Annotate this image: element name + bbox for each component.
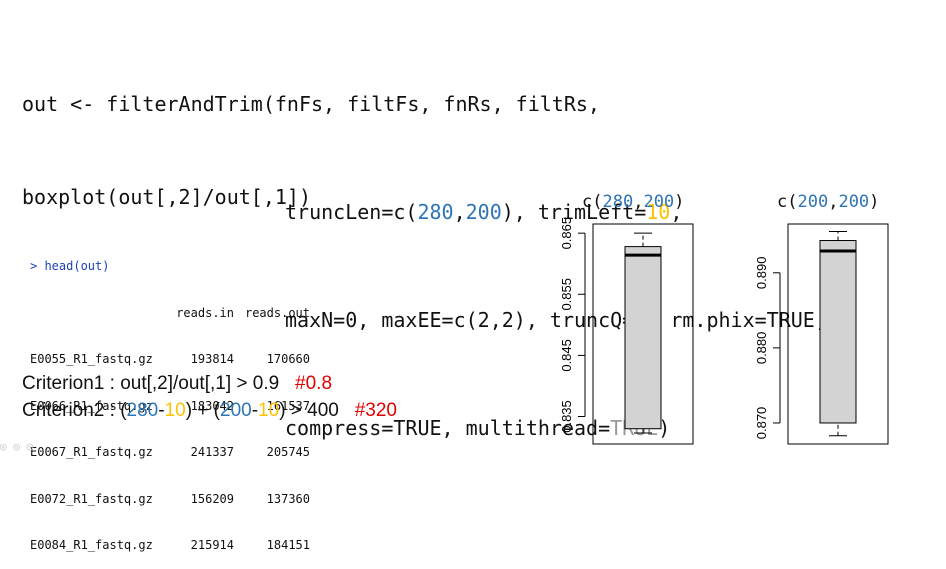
- code-line-1: out <- filterAndTrim(fnFs, filtFs, fnRs,…: [22, 86, 827, 122]
- title-value: 280: [602, 192, 634, 212]
- code-line-4: compress=TRUE, multithread=TRUE): [22, 410, 827, 446]
- y-tick-label: 0.855: [559, 278, 574, 311]
- reads-out-cell: 184151: [266, 538, 310, 552]
- sample-name: E0055_R1_fastq.gz: [30, 352, 153, 366]
- table-row: E0072_R1_fastq.gz 156209 137360: [30, 492, 310, 508]
- title-text: ): [869, 192, 880, 212]
- criterion-1-text: Criterion1 : out[,2]/out[,1] > 0.9: [22, 373, 280, 394]
- criterion-1-note: #0.8: [295, 373, 333, 394]
- reads-in-cell: 156209: [190, 491, 234, 506]
- y-tick-label: 0.870: [754, 407, 769, 440]
- console-prompt: > head(out): [30, 259, 110, 273]
- trunc-len-reverse: 200: [465, 200, 502, 224]
- boxplot-chart-200-200: 0.870 0.880 0.890: [754, 223, 889, 445]
- console-output: > head(out) reads.in reads.out E0055_R1_…: [30, 228, 310, 569]
- reads-out-cell: 205745: [266, 445, 310, 459]
- table-row: E0055_R1_fastq.gz 193814 170660: [30, 352, 310, 368]
- plot-2-title: c(200,200): [777, 192, 879, 212]
- code-text: truncLen=c(: [285, 200, 418, 224]
- sample-name: E0072_R1_fastq.gz: [30, 491, 153, 506]
- criterion-2-value: 280: [126, 400, 159, 421]
- title-value: 200: [797, 192, 829, 212]
- sample-name: E0066_R1_fastq.gz: [30, 398, 153, 413]
- code-text: ,: [453, 200, 466, 224]
- title-text: c(: [582, 192, 603, 212]
- box-iqr: [819, 240, 857, 424]
- criterion-2-text: ) + (: [185, 400, 221, 421]
- criterion-2-text: -: [251, 400, 259, 421]
- title-value: 200: [643, 192, 675, 212]
- boxplot-command: boxplot(out[,2]/out[,1]): [22, 185, 311, 209]
- code-text: ,: [670, 200, 683, 224]
- trunc-len-forward: 280: [417, 200, 454, 224]
- filter-and-trim-code: out <- filterAndTrim(fnFs, filtFs, fnRs,…: [22, 14, 827, 482]
- y-tick-label: 0.890: [754, 257, 769, 290]
- code-text: maxN=0, maxEE=c(2,2), truncQ=: [285, 308, 635, 332]
- reads-in-cell: 193814: [190, 352, 234, 366]
- reads-in-cell: 215914: [190, 538, 234, 552]
- code-line-2: truncLen=c(280,200), trimLeft=10,: [22, 194, 827, 230]
- criterion-2-text: -: [158, 400, 165, 421]
- criterion-2: Criterion2 : (280-10) + (200-10) > 400 #…: [22, 400, 397, 422]
- table-row: E0066_R1_fastq.gz 183042 161537: [30, 399, 310, 415]
- criterion-2-note: #320: [354, 400, 397, 421]
- box-iqr: [624, 246, 662, 430]
- title-text: ): [674, 192, 685, 212]
- boxplot-chart-280-200: 0.835 0.845 0.855 0.865: [559, 217, 694, 445]
- reads-in-cell: 183042: [190, 398, 234, 413]
- reads-out-cell: 161537: [266, 398, 310, 413]
- sample-name: E0084_R1_fastq.gz: [30, 538, 153, 552]
- sample-name: E0067_R1_fastq.gz: [30, 445, 153, 459]
- header-cell: [30, 306, 166, 322]
- table-row: E0084_R1_fastq.gz 215914 184151: [30, 538, 310, 554]
- trim-left-value: 10: [646, 200, 671, 224]
- title-text: ,: [828, 192, 839, 212]
- y-tick-label: 0.845: [559, 339, 574, 372]
- criterion-2-text: Criterion2 : (: [22, 400, 127, 421]
- reads-out-cell: 137360: [266, 491, 310, 506]
- plot-frame: [592, 223, 694, 445]
- code-text: out <- filterAndTrim(fnFs, filtFs, fnRs,…: [22, 92, 600, 116]
- header-reads-in: reads.in: [176, 305, 234, 320]
- title-text: c(: [777, 192, 798, 212]
- criterion-1: Criterion1 : out[,2]/out[,1] > 0.9 #0.8: [22, 373, 332, 395]
- criterion-2-value: 10: [164, 400, 186, 421]
- console-header-row: reads.in reads.out: [30, 306, 310, 322]
- plot-frame: [787, 223, 889, 445]
- table-row: E0067_R1_fastq.gz 241337 205745: [30, 445, 310, 461]
- reads-in-cell: 241337: [190, 445, 234, 459]
- code-text: ), trimLeft=: [501, 200, 647, 224]
- title-value: 200: [838, 192, 870, 212]
- reads-out-cell: 170660: [266, 352, 310, 366]
- header-reads-out: reads.out: [244, 305, 310, 320]
- y-tick-label: 0.880: [754, 332, 769, 365]
- plot-1-title: c(280,200): [582, 192, 684, 212]
- criterion-2-value: 10: [258, 400, 280, 421]
- code-text: compress=TRUE, multithread=: [285, 416, 611, 440]
- criterion-2-text: ) > 400: [279, 400, 339, 421]
- y-tick-label: 0.865: [559, 217, 574, 250]
- title-text: ,: [633, 192, 644, 212]
- y-tick-label: 0.835: [559, 400, 574, 433]
- criterion-2-value: 200: [220, 400, 252, 421]
- slide-nav-icons[interactable]: ◎ ◎ ◎: [0, 440, 34, 453]
